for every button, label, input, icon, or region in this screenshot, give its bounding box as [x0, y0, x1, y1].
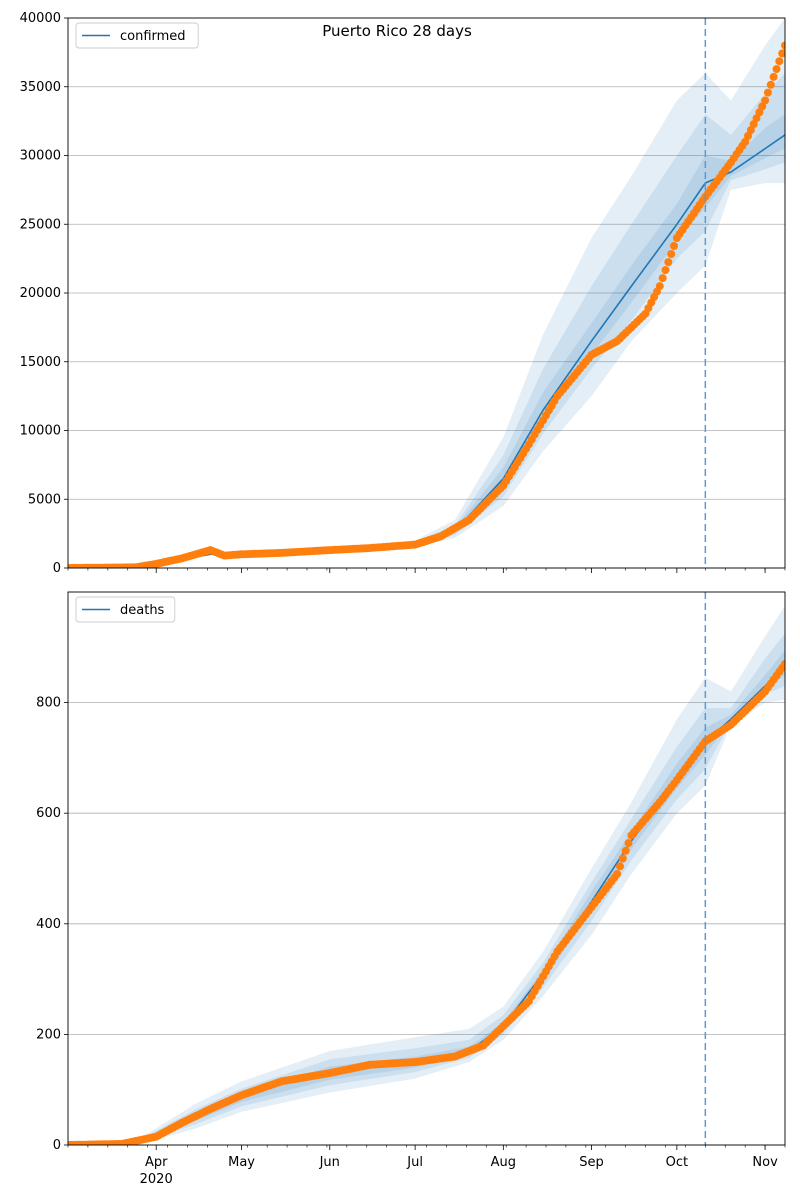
observed-point	[658, 274, 667, 283]
observed-point	[769, 72, 778, 81]
y-tick-label: 35000	[20, 80, 61, 95]
x-tick-label: Apr	[145, 1155, 168, 1170]
y-tick-label: 800	[36, 696, 61, 711]
observed-point	[655, 282, 664, 291]
y-tick-label: 200	[36, 1027, 61, 1042]
y-tick-label: 5000	[28, 492, 61, 507]
y-tick-label: 10000	[20, 424, 61, 439]
observed-point	[778, 49, 785, 58]
observed-point	[624, 839, 633, 848]
observed-point	[664, 258, 673, 267]
y-tick-label: 600	[36, 806, 61, 821]
uncertainty-band	[415, 18, 785, 548]
observed-point	[618, 854, 627, 863]
observed-point	[621, 846, 630, 855]
y-tick-label: 400	[36, 917, 61, 932]
observed-point	[752, 114, 761, 123]
legend: confirmed	[75, 22, 199, 49]
legend-label: confirmed	[120, 29, 186, 44]
deaths-panel: 0 200 400 600 800 Apr 2020 May Jun Jul Aug Sep Oct No…	[36, 591, 786, 1187]
x-tick-label: Aug	[491, 1155, 516, 1170]
observed-point	[761, 96, 770, 105]
observed-point	[670, 242, 678, 250]
legend-box	[75, 22, 199, 49]
x-tick-label: May	[228, 1155, 255, 1170]
legend-box	[75, 596, 176, 623]
figure-title: Puerto Rico 28 days	[322, 22, 472, 40]
x-tick-label: Jun	[319, 1155, 340, 1170]
y-tick-label: 15000	[20, 355, 61, 370]
y-tick-label: 30000	[20, 149, 61, 164]
observed-point	[661, 266, 670, 275]
y-tick-label: 20000	[20, 286, 61, 301]
legend-label: deaths	[120, 603, 165, 618]
x-tick-year-label: 2020	[140, 1172, 173, 1187]
legend: deaths	[75, 596, 176, 623]
observed-point	[772, 65, 781, 74]
axes-frame	[67, 591, 786, 1146]
observed-point	[775, 57, 784, 66]
observed-point	[763, 88, 772, 97]
x-tick-label: Oct	[666, 1155, 688, 1170]
x-tick-label: Sep	[579, 1155, 604, 1170]
observed-point	[781, 41, 785, 50]
uncertainty-band	[136, 633, 785, 1145]
y-tick-label: 0	[53, 561, 61, 576]
axes-frame	[67, 17, 786, 569]
y-tick-label: 40000	[20, 11, 61, 26]
y-tick-label: 25000	[20, 217, 61, 232]
observed-point	[667, 250, 676, 258]
observed-point	[758, 102, 767, 111]
observed-point	[766, 80, 775, 89]
observed-point	[613, 870, 622, 878]
observed-point	[781, 659, 785, 668]
confirmed-panel: 0 5000 10000 15000 20000 25000 30000 35000 40000…	[20, 11, 786, 576]
x-tick-label: Nov	[752, 1155, 778, 1170]
uncertainty-band	[136, 605, 785, 1145]
x-tick-label: Jul	[406, 1155, 423, 1170]
observed-point	[744, 131, 752, 140]
observed-point	[616, 862, 624, 871]
y-tick-label: 0	[53, 1138, 61, 1153]
uncertainty-band	[415, 73, 785, 546]
